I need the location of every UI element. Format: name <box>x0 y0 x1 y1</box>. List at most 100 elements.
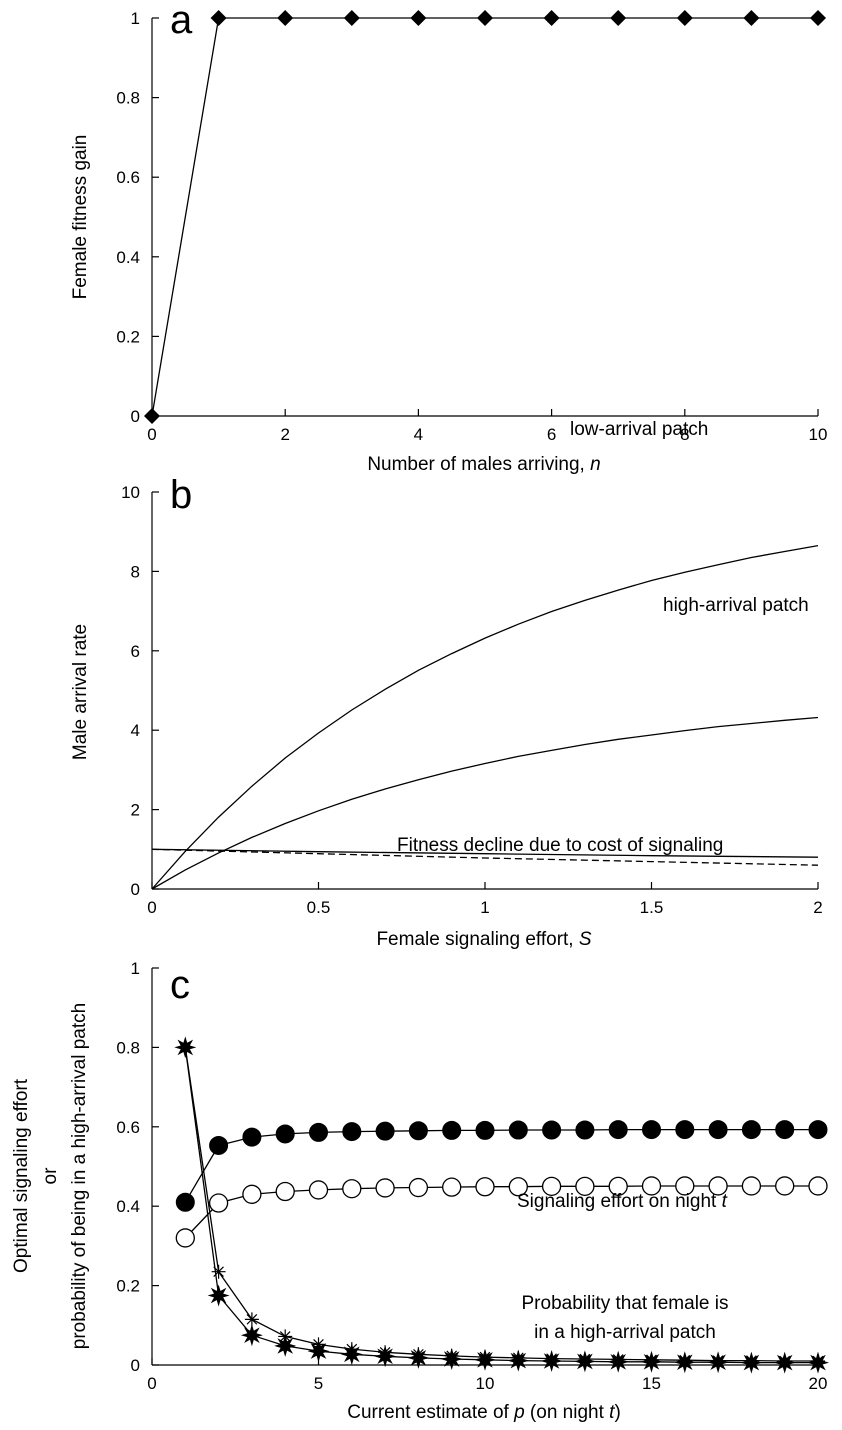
panel-c-ylabel-line2: or <box>40 1167 61 1185</box>
data-point-filled-circle <box>508 1120 528 1140</box>
y-tick-label: 0.2 <box>116 327 140 346</box>
x-tick-label: 4 <box>414 425 423 444</box>
y-tick-label: 0.8 <box>116 1038 140 1057</box>
data-point-diamond <box>676 10 693 26</box>
data-point-open-circle <box>242 1184 262 1204</box>
data-point-star <box>340 1343 363 1366</box>
y-tick-label: 1 <box>131 9 140 28</box>
panel-b-axes: 0 0.5 1 1.5 2 0 2 4 6 8 10 <box>121 483 823 917</box>
data-point-star <box>207 1284 230 1307</box>
data-point-diamond <box>277 10 294 26</box>
data-point-diamond <box>144 408 160 424</box>
y-tick-label: 0.8 <box>116 89 140 108</box>
data-point-diamond <box>810 10 826 26</box>
x-tick-label: 0 <box>147 898 156 917</box>
data-point-open-circle <box>475 1177 495 1197</box>
panel-c-letter: c <box>170 963 190 1007</box>
x-tick-label: 1.5 <box>640 898 664 917</box>
x-tick-label: 0 <box>147 425 156 444</box>
x-tick-label: 15 <box>642 1374 661 1393</box>
y-tick-label: 0.6 <box>116 1118 140 1137</box>
data-point-star <box>440 1348 463 1370</box>
data-point-open-circle <box>641 1176 662 1196</box>
data-point-filled-circle <box>741 1120 761 1140</box>
panel-a-lines <box>151 17 818 417</box>
data-point-open-circle <box>608 1176 628 1196</box>
data-point-filled-circle <box>342 1122 362 1142</box>
data-point-star <box>274 1334 297 1357</box>
panel-b-letter: b <box>170 473 192 517</box>
panel-a-xlabel: Number of males arriving, n <box>367 454 600 475</box>
panel-a-axes: 0 2 4 6 8 10 0 0.2 0.4 0.6 0.8 1 <box>116 9 827 444</box>
series-line-3 <box>151 848 819 866</box>
data-point-filled-circle <box>309 1122 328 1142</box>
x-tick-label: 5 <box>314 1374 323 1393</box>
data-point-open-circle <box>275 1181 295 1202</box>
data-point-open-circle <box>175 1228 195 1248</box>
data-point-diamond <box>543 10 560 26</box>
x-tick-label: 2 <box>813 898 822 917</box>
data-point-diamond <box>410 10 427 26</box>
y-tick-label: 2 <box>131 801 140 820</box>
data-point-diamond <box>477 10 493 26</box>
data-point-diamond <box>743 10 760 26</box>
data-point-open-circle <box>541 1176 562 1196</box>
data-point-star <box>374 1345 397 1368</box>
data-point-star <box>474 1348 496 1371</box>
x-tick-label: 10 <box>476 1374 495 1393</box>
data-point-filled-circle <box>242 1127 262 1147</box>
annotation-signaling-effort: Signaling effort on night t <box>517 1191 728 1212</box>
series-line-0 <box>151 17 818 417</box>
data-point-star <box>407 1346 430 1369</box>
data-point-open-circle <box>808 1176 828 1196</box>
x-tick-label: 1 <box>480 898 489 917</box>
data-point-star <box>640 1350 663 1373</box>
data-point-open-circle <box>208 1193 229 1213</box>
data-point-open-circle <box>675 1176 695 1196</box>
y-tick-label: 1 <box>131 959 140 978</box>
y-tick-label: 0.6 <box>116 168 140 187</box>
y-tick-label: 0 <box>131 1356 140 1375</box>
data-point-diamond <box>343 10 360 26</box>
data-point-filled-circle <box>275 1124 295 1144</box>
panel-c-xlabel: Current estimate of p (on night t) <box>347 1402 621 1423</box>
data-point-filled-circle <box>608 1120 628 1140</box>
data-point-star <box>307 1340 330 1363</box>
data-point-star <box>707 1351 730 1374</box>
data-point-filled-circle <box>408 1121 428 1141</box>
panel-a-ylabel: Female fitness gain <box>70 135 91 300</box>
y-tick-label: 0.4 <box>116 1197 140 1216</box>
data-point-open-circle <box>775 1176 795 1196</box>
data-point-asterisk <box>244 1312 259 1327</box>
x-tick-label: 10 <box>809 425 828 444</box>
data-point-open-circle <box>508 1177 528 1197</box>
panel-a-markers <box>144 10 826 424</box>
data-point-open-circle <box>375 1178 395 1198</box>
data-point-filled-circle <box>708 1120 728 1140</box>
y-tick-label: 0.4 <box>116 248 140 267</box>
data-point-filled-circle <box>375 1121 395 1141</box>
panel-c-axes: 0 5 10 15 20 0 0.2 0.4 0.6 0.8 1 <box>116 959 827 1393</box>
panel-c-markers <box>174 1036 829 1374</box>
x-tick-label: 0.5 <box>307 898 331 917</box>
data-point-filled-circle <box>542 1120 562 1140</box>
panel-b: b 0 0.5 1 1.5 2 0 2 4 6 8 10 high-arrival patch lo… <box>70 419 823 950</box>
data-point-open-circle <box>741 1176 762 1196</box>
data-point-filled-circle <box>675 1120 695 1140</box>
panel-b-ylabel: Male arrival rate <box>70 624 91 760</box>
series-line-2 <box>151 848 819 858</box>
series-line-1 <box>151 716 819 890</box>
panel-c-ylabel-line3: probability of being in a high-arrival p… <box>69 1003 90 1349</box>
data-point-asterisk <box>211 1264 226 1279</box>
annotation-high-arrival: high-arrival patch <box>663 595 809 616</box>
data-point-star <box>240 1324 263 1347</box>
data-point-open-circle <box>575 1176 595 1196</box>
panel-b-lines <box>151 544 819 890</box>
data-point-star <box>607 1350 630 1373</box>
annotation-probability-line2: in a high-arrival patch <box>534 1322 716 1343</box>
data-point-diamond <box>210 10 227 26</box>
y-tick-label: 10 <box>121 483 140 502</box>
data-point-filled-circle <box>475 1120 495 1140</box>
y-tick-label: 6 <box>131 642 140 661</box>
